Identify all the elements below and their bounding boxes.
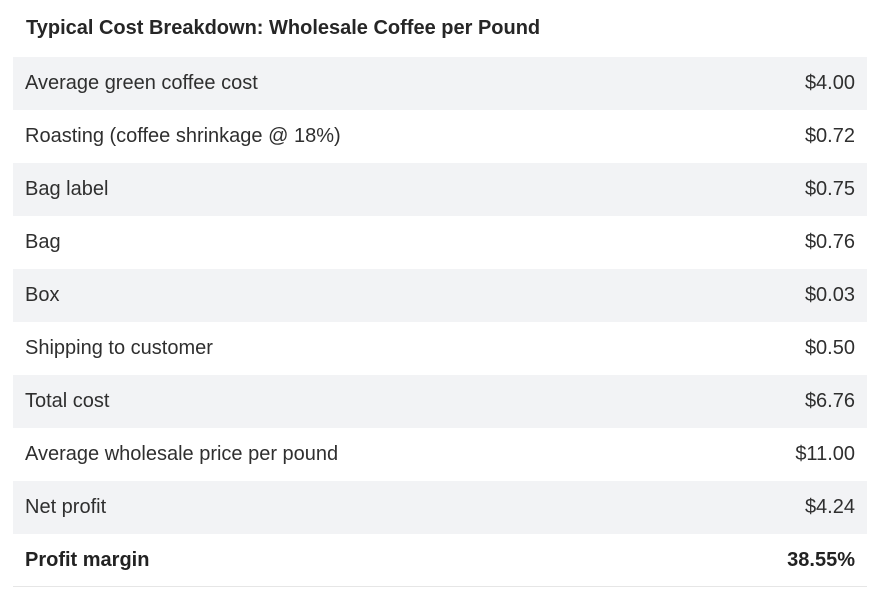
row-label: Total cost [25,390,110,412]
row-label: Bag label [25,178,109,200]
row-label: Box [25,284,60,306]
row-label: Average green coffee cost [25,72,258,94]
table-row: Bag label $0.75 [13,163,867,216]
row-label: Net profit [25,496,107,518]
row-value: $0.75 [804,178,855,200]
row-label: Average wholesale price per pound [25,443,339,465]
row-label: Shipping to customer [25,337,213,359]
table-row: Bag $0.76 [13,216,867,269]
table-row: Shipping to customer $0.50 [13,322,867,375]
row-value: 38.55% [787,548,855,571]
cost-table: Average green coffee cost $4.00 Roasting… [13,57,867,587]
table-row: Net profit $4.24 [13,481,867,534]
table-row: Average wholesale price per pound $11.00 [13,428,867,481]
row-label: Roasting (coffee shrinkage @ 18%) [25,125,341,147]
table-row: Box $0.03 [13,269,867,322]
table-title: Typical Cost Breakdown: Wholesale Coffee… [26,17,541,39]
row-value: $4.24 [804,496,855,518]
table-row: Average green coffee cost $4.00 [13,57,867,110]
row-label: Profit margin [25,548,150,571]
row-value: $0.50 [804,337,855,359]
table-row: Roasting (coffee shrinkage @ 18%) $0.72 [13,110,867,163]
table-row-summary: Profit margin 38.55% [13,534,867,587]
row-value: $0.72 [804,125,855,147]
row-value: $4.00 [804,72,855,94]
row-value: $0.76 [804,231,855,253]
row-value: $0.03 [804,284,855,306]
table-row: Total cost $6.76 [13,375,867,428]
row-label: Bag [25,231,61,253]
row-value: $6.76 [804,390,855,412]
row-value: $11.00 [795,443,855,465]
